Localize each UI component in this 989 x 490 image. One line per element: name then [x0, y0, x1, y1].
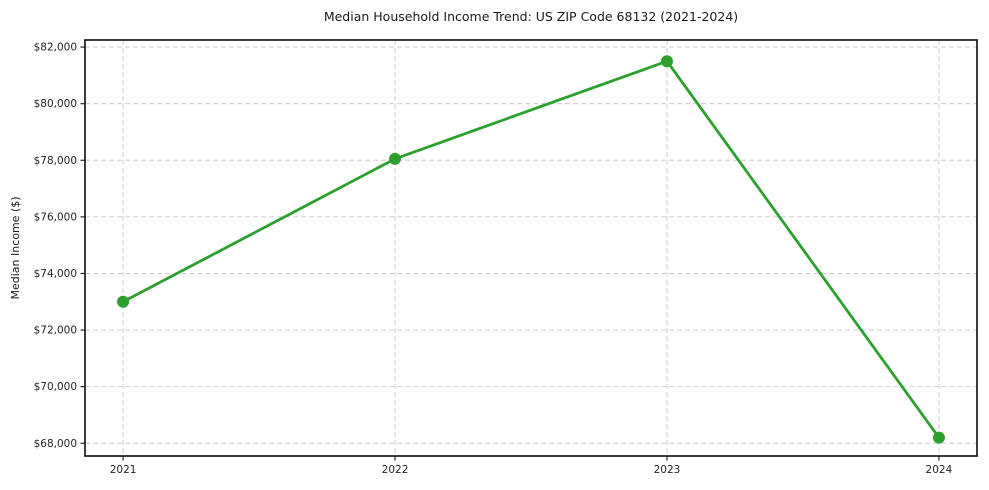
y-tick-label: $80,000: [34, 98, 77, 110]
data-point-marker: [389, 152, 402, 165]
data-point-marker: [932, 431, 945, 444]
y-tick-label: $74,000: [34, 268, 77, 280]
y-tick-label: $72,000: [34, 325, 77, 337]
grid-layer: [85, 40, 977, 456]
y-tick-label: $82,000: [34, 42, 77, 54]
x-tick-label: 2023: [654, 464, 681, 476]
y-tick-label: $68,000: [34, 438, 77, 450]
y-tick-label: $76,000: [34, 211, 77, 223]
x-tick-label: 2022: [382, 464, 409, 476]
data-series-layer: [117, 55, 945, 444]
chart-title: Median Household Income Trend: US ZIP Co…: [324, 9, 738, 24]
x-tick-label: 2024: [926, 464, 953, 476]
y-tick-label: $70,000: [34, 381, 77, 393]
y-axis-label: Median Income ($): [9, 196, 22, 299]
series-line: [121, 59, 941, 440]
data-point-marker: [117, 295, 130, 308]
y-tick-label: $78,000: [34, 155, 77, 167]
plot-border: [84, 39, 978, 457]
data-point-marker: [660, 55, 673, 68]
axis-layer: $68,000 $70,000 $72,000 $74,000 $76,000 $78,0…: [34, 39, 978, 476]
x-tick-label: 2021: [110, 464, 137, 476]
